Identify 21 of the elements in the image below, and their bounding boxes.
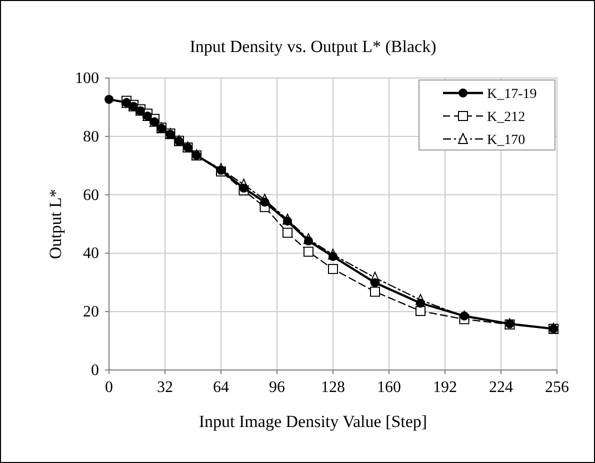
- x-tick-label: 256: [545, 379, 569, 396]
- legend-label: K_17-19: [487, 87, 537, 102]
- x-tick-label: 64: [213, 379, 229, 396]
- y-tick-label: 100: [75, 70, 99, 87]
- legend-label: K_212: [487, 110, 526, 125]
- y-axis-title: Output L*: [46, 188, 65, 260]
- chart-title: Input Density vs. Output L* (Black): [190, 37, 436, 56]
- y-tick-label: 0: [91, 362, 99, 379]
- y-tick-label: 80: [83, 128, 99, 146]
- legend-label: K_170: [487, 133, 526, 148]
- x-tick-label: 96: [269, 379, 285, 396]
- y-tick-label: 40: [83, 245, 99, 262]
- x-tick-label: 32: [157, 379, 173, 396]
- x-tick-label: 160: [377, 379, 401, 396]
- y-tick-label: 20: [83, 304, 99, 321]
- x-tick-label: 128: [321, 379, 345, 396]
- x-axis-title: Input Image Density Value [Step]: [198, 412, 428, 431]
- x-tick-label: 0: [105, 379, 113, 396]
- x-tick-label: 224: [489, 379, 513, 396]
- x-tick-label: 192: [433, 379, 457, 396]
- y-tick-label: 60: [83, 186, 99, 204]
